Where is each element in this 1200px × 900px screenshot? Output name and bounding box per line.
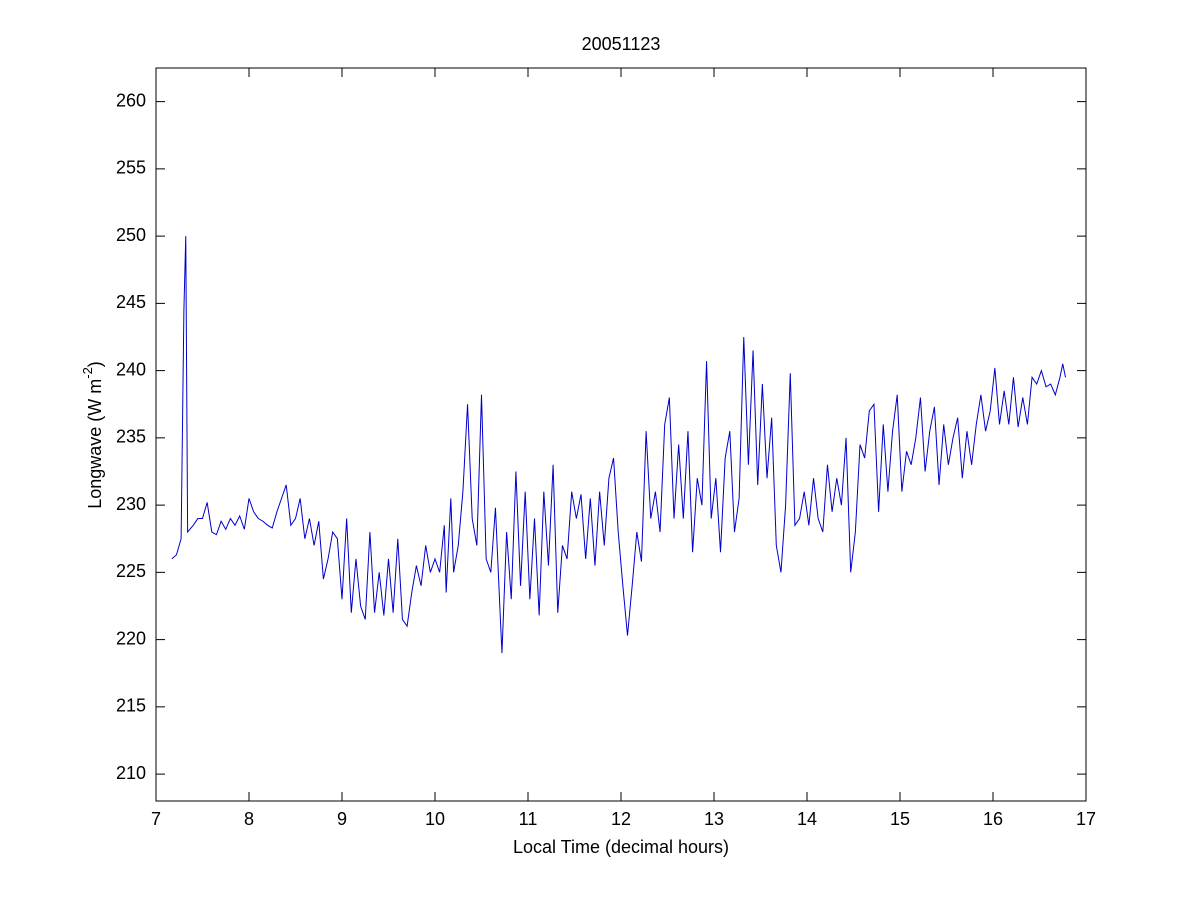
x-tick-label: 7 <box>151 809 161 829</box>
y-tick-label: 260 <box>116 90 146 110</box>
x-tick-label: 12 <box>611 809 631 829</box>
x-tick-label: 8 <box>244 809 254 829</box>
y-tick-label: 220 <box>116 628 146 648</box>
data-line <box>171 236 1067 654</box>
y-tick-label: 230 <box>116 494 146 514</box>
y-label-end: ) <box>85 361 105 367</box>
y-tick-label: 240 <box>116 359 146 379</box>
x-tick-label: 13 <box>704 809 724 829</box>
x-tick-label: 16 <box>983 809 1003 829</box>
y-label-sup: -2 <box>80 367 95 379</box>
x-tick-label: 14 <box>797 809 817 829</box>
y-axis-label: Longwave (W m-2) <box>80 361 104 509</box>
x-tick-label: 10 <box>425 809 445 829</box>
y-tick-label: 225 <box>116 561 146 581</box>
x-tick-label: 11 <box>519 809 538 829</box>
axes-box <box>155 67 1087 802</box>
y-tick-label: 255 <box>116 158 146 178</box>
x-tick-label: 17 <box>1076 809 1096 829</box>
x-axis-label: Local Time (decimal hours) <box>513 837 729 857</box>
chart-title: 20051123 <box>582 34 661 54</box>
x-tick-label: 9 <box>337 809 347 829</box>
x-tick-label: 15 <box>890 809 910 829</box>
y-tick-label: 210 <box>116 763 146 783</box>
y-tick-label: 235 <box>116 427 146 447</box>
y-tick-label: 215 <box>116 696 146 716</box>
y-label-main: Longwave (W m <box>85 379 105 509</box>
y-tick-label: 245 <box>116 292 146 312</box>
y-tick-label: 250 <box>116 225 146 245</box>
